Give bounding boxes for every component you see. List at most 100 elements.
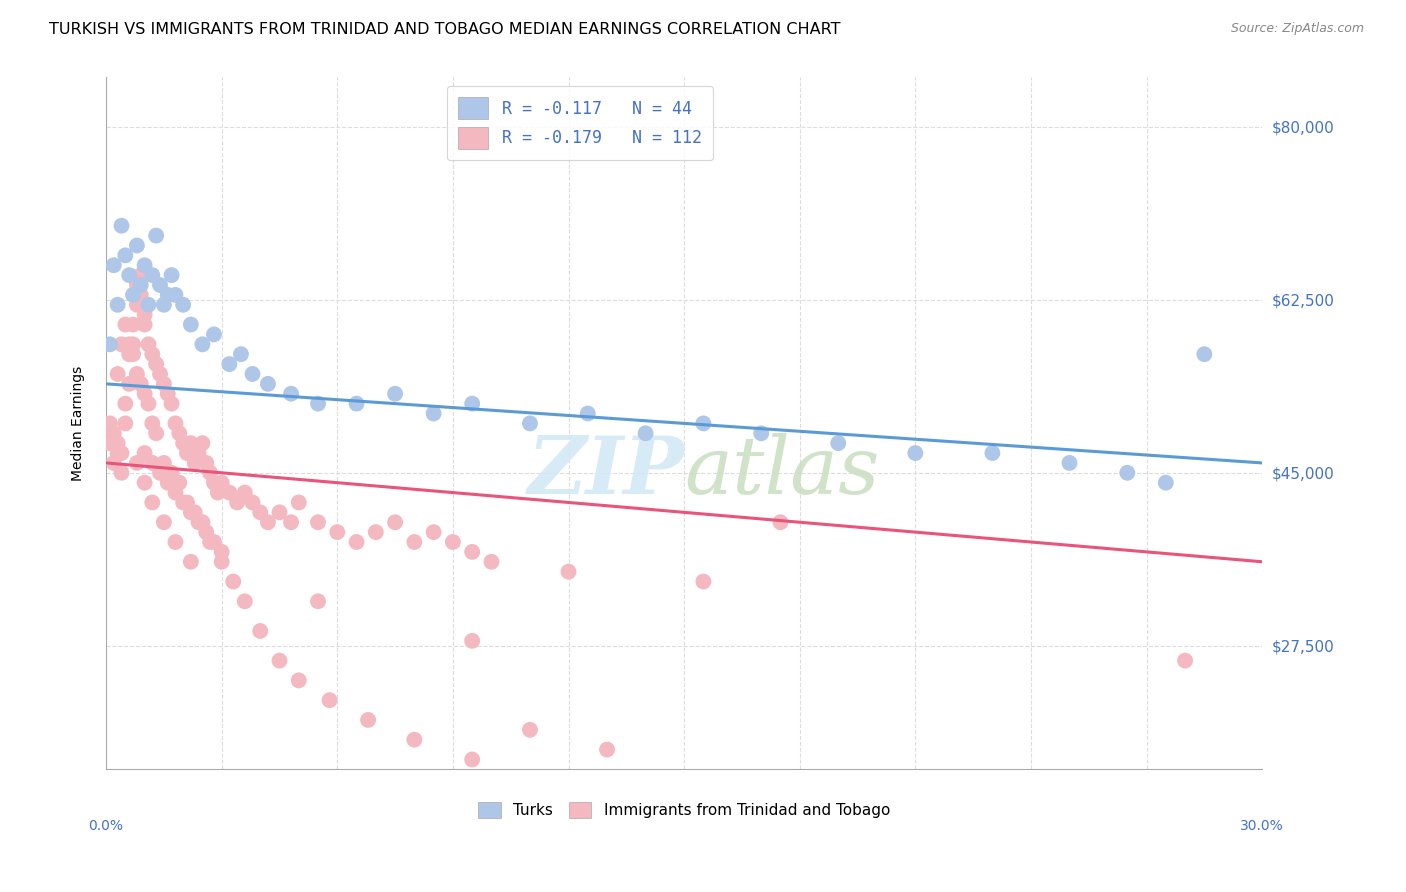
Point bbox=[153, 376, 176, 391]
Point bbox=[202, 535, 225, 549]
Point bbox=[180, 318, 202, 332]
Point bbox=[110, 446, 132, 460]
Point bbox=[280, 386, 302, 401]
Point bbox=[138, 396, 160, 410]
Point bbox=[145, 426, 167, 441]
Point bbox=[287, 673, 309, 688]
Point bbox=[125, 238, 148, 252]
Point bbox=[749, 426, 772, 441]
Point bbox=[346, 535, 368, 549]
Point bbox=[169, 426, 191, 441]
Point bbox=[218, 485, 240, 500]
Point bbox=[183, 505, 205, 519]
Point bbox=[160, 466, 183, 480]
Point bbox=[195, 456, 218, 470]
Point bbox=[257, 376, 280, 391]
Text: TURKISH VS IMMIGRANTS FROM TRINIDAD AND TOBAGO MEDIAN EARNINGS CORRELATION CHART: TURKISH VS IMMIGRANTS FROM TRINIDAD AND … bbox=[49, 22, 841, 37]
Point bbox=[153, 515, 176, 529]
Point bbox=[138, 298, 160, 312]
Point bbox=[183, 456, 205, 470]
Point bbox=[191, 515, 214, 529]
Point bbox=[141, 456, 163, 470]
Point bbox=[125, 298, 148, 312]
Point bbox=[118, 337, 141, 351]
Point bbox=[242, 495, 264, 509]
Point bbox=[165, 288, 187, 302]
Point bbox=[110, 466, 132, 480]
Point bbox=[1154, 475, 1177, 490]
Point bbox=[129, 278, 152, 293]
Point bbox=[141, 417, 163, 431]
Point bbox=[149, 367, 172, 381]
Point bbox=[233, 485, 256, 500]
Point bbox=[222, 574, 245, 589]
Point bbox=[145, 228, 167, 243]
Point bbox=[287, 495, 309, 509]
Point bbox=[981, 446, 1004, 460]
Point bbox=[307, 594, 329, 608]
Point bbox=[176, 446, 198, 460]
Point bbox=[125, 278, 148, 293]
Point bbox=[202, 327, 225, 342]
Point bbox=[103, 258, 125, 272]
Point bbox=[441, 535, 464, 549]
Point bbox=[165, 485, 187, 500]
Point bbox=[519, 417, 541, 431]
Point bbox=[461, 545, 484, 559]
Point bbox=[904, 446, 927, 460]
Point bbox=[242, 367, 264, 381]
Point bbox=[107, 367, 129, 381]
Point bbox=[122, 288, 145, 302]
Point bbox=[153, 456, 176, 470]
Point bbox=[202, 475, 225, 490]
Point bbox=[180, 436, 202, 450]
Point bbox=[596, 742, 619, 756]
Point bbox=[114, 248, 136, 262]
Point bbox=[198, 466, 221, 480]
Point bbox=[280, 515, 302, 529]
Text: 0.0%: 0.0% bbox=[89, 819, 124, 833]
Text: atlas: atlas bbox=[685, 434, 880, 510]
Text: 30.0%: 30.0% bbox=[1240, 819, 1284, 833]
Point bbox=[122, 318, 145, 332]
Point bbox=[211, 545, 233, 559]
Point bbox=[134, 446, 156, 460]
Point bbox=[98, 337, 121, 351]
Point bbox=[229, 347, 252, 361]
Point bbox=[326, 525, 349, 540]
Point bbox=[557, 565, 579, 579]
Point bbox=[141, 347, 163, 361]
Point bbox=[269, 505, 291, 519]
Point bbox=[145, 357, 167, 371]
Point bbox=[827, 436, 849, 450]
Point bbox=[218, 357, 240, 371]
Point bbox=[114, 396, 136, 410]
Point bbox=[692, 574, 714, 589]
Point bbox=[307, 515, 329, 529]
Point bbox=[1116, 466, 1139, 480]
Point bbox=[118, 347, 141, 361]
Point bbox=[172, 298, 194, 312]
Point bbox=[519, 723, 541, 737]
Point bbox=[364, 525, 387, 540]
Point bbox=[180, 505, 202, 519]
Point bbox=[114, 417, 136, 431]
Point bbox=[481, 555, 503, 569]
Point bbox=[153, 298, 176, 312]
Point bbox=[195, 525, 218, 540]
Point bbox=[191, 337, 214, 351]
Point bbox=[257, 515, 280, 529]
Point bbox=[160, 268, 183, 282]
Point bbox=[180, 555, 202, 569]
Point bbox=[172, 495, 194, 509]
Point bbox=[198, 535, 221, 549]
Point bbox=[384, 386, 406, 401]
Text: ZIP: ZIP bbox=[527, 434, 685, 510]
Point bbox=[138, 337, 160, 351]
Point bbox=[125, 456, 148, 470]
Point bbox=[346, 396, 368, 410]
Point bbox=[129, 376, 152, 391]
Point bbox=[461, 633, 484, 648]
Point bbox=[307, 396, 329, 410]
Point bbox=[134, 475, 156, 490]
